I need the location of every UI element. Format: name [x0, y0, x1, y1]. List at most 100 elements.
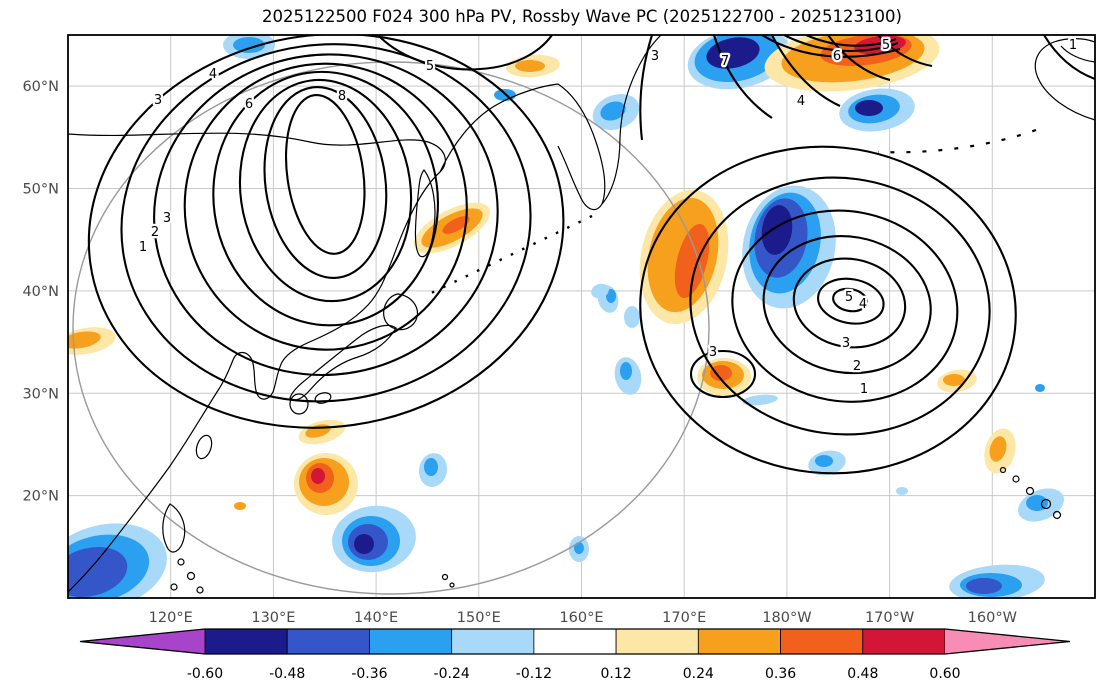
- coastline: [383, 293, 418, 331]
- negative-anomaly-fill: [761, 205, 793, 255]
- x-axis-tick-label: 140°E: [354, 610, 398, 626]
- y-axis-tick-label: 50°N: [22, 182, 59, 198]
- colorbar-tick-label: -0.12: [516, 666, 552, 682]
- y-axis-tick-label: 40°N: [22, 284, 59, 300]
- coastline: [1060, 45, 1095, 63]
- negative-anomaly-fill: [896, 487, 908, 495]
- negative-anomaly-fill: [706, 37, 760, 69]
- coastline: [877, 128, 1037, 154]
- contour-label: 3: [842, 336, 850, 351]
- contour-line: [712, 35, 773, 119]
- negative-anomaly-fill: [600, 101, 626, 121]
- contour-label: 5: [882, 38, 890, 53]
- positive-anomaly-fill: [943, 374, 965, 386]
- contour-line: [183, 62, 468, 351]
- negative-anomaly-fill: [424, 458, 438, 476]
- contour-line: [827, 35, 891, 82]
- colorbar-tick-label: 0.24: [683, 666, 714, 682]
- coastline: [1052, 510, 1062, 520]
- coastline: [289, 393, 309, 415]
- negative-anomaly-fill: [742, 394, 778, 406]
- plot-frame: [67, 34, 1096, 599]
- negative-anomaly-fill: [574, 542, 584, 554]
- contour-label: 3: [163, 211, 171, 226]
- negative-anomaly-fill: [354, 534, 374, 554]
- colorbar-segment: [697, 628, 781, 655]
- positive-anomaly-fill: [311, 468, 325, 484]
- positive-anomaly-fill: [442, 216, 470, 234]
- colorbar-outline: [79, 628, 1071, 655]
- colorbar-segment: [533, 628, 617, 655]
- x-axis-tick-label: 150°E: [457, 610, 501, 626]
- coastline: [170, 583, 178, 591]
- contour-label: 3: [651, 49, 659, 64]
- contour-label: 1: [1069, 38, 1077, 53]
- grid-layer: [68, 35, 1095, 598]
- negative-anomaly-fill: [855, 100, 883, 116]
- x-axis-tick-label: 160°W: [968, 610, 1017, 626]
- coastline: [186, 571, 196, 581]
- x-axis-tick-label: 170°W: [865, 610, 914, 626]
- colorbar-tick-label: -0.24: [434, 666, 470, 682]
- negative-anomaly-fill: [68, 546, 128, 598]
- x-axis-tick-label: 170°E: [662, 610, 706, 626]
- colorbar-tick-label: -0.60: [187, 666, 223, 682]
- contour-line: [263, 86, 388, 279]
- contour-line: [153, 53, 499, 377]
- negative-anomaly-fill: [815, 455, 833, 467]
- colorbar-tick-label: -0.48: [269, 666, 305, 682]
- contour-label: 6: [245, 97, 253, 112]
- contour-label: 2: [853, 359, 861, 374]
- contour-line: [689, 349, 757, 399]
- positive-anomaly-fill: [515, 60, 545, 72]
- x-axis-tick-label: 180°W: [762, 610, 811, 626]
- contour-label: 4: [797, 94, 805, 109]
- contour-label: 5: [845, 290, 853, 305]
- colorbar-segment: [451, 628, 535, 655]
- contour-layer: [87, 35, 1095, 475]
- contour-line: [120, 43, 532, 403]
- positive-anomaly-fill: [989, 436, 1007, 462]
- coastline: [441, 573, 449, 581]
- y-axis-tick-label: 30°N: [22, 386, 59, 402]
- axis-label-layer: 120°E 130°E 140°E 150°E 160°E 170°E 180°W 170°W…: [22, 79, 1016, 626]
- coastline: [1034, 38, 1095, 121]
- coastline: [439, 83, 606, 211]
- positive-anomaly-fill: [68, 331, 101, 349]
- x-axis-tick-label: 130°E: [251, 610, 295, 626]
- coastline: [414, 169, 436, 258]
- contour-label: 8: [338, 89, 346, 104]
- coastline: [999, 466, 1007, 474]
- colorbar-segment: [369, 628, 453, 655]
- y-axis-tick-label: 60°N: [22, 79, 59, 95]
- colorbar-over-arrow: [945, 629, 1070, 654]
- colorbar-tick-label: -0.36: [351, 666, 387, 682]
- contour-line: [639, 145, 1017, 475]
- y-axis-tick-label: 20°N: [22, 489, 59, 505]
- colorbar-segment: [204, 628, 288, 655]
- coastline: [289, 324, 397, 401]
- domain-circle-outline: [72, 61, 710, 595]
- contour-line: [805, 35, 897, 47]
- colorbar-segment: [862, 628, 946, 655]
- contour-line: [832, 287, 868, 313]
- coastline-layer: [68, 35, 1095, 594]
- coastline: [195, 434, 213, 460]
- contour-line: [877, 35, 933, 68]
- negative-anomaly-fill: [233, 37, 265, 53]
- negative-anomaly-fill: [624, 306, 640, 328]
- contour-label: 4: [209, 67, 217, 82]
- contour-line: [762, 234, 932, 375]
- colorbar-segment: [780, 628, 864, 655]
- negative-anomaly-fill: [591, 283, 609, 299]
- contour-line: [1043, 35, 1095, 80]
- colorbar-tick-label: 0.12: [601, 666, 632, 682]
- contour-label: 3: [709, 345, 717, 360]
- colorbar-segment: [615, 628, 699, 655]
- contour-line: [212, 70, 439, 327]
- contour-label: 3: [154, 93, 162, 108]
- contour-line: [783, 35, 899, 52]
- coastline: [449, 582, 455, 588]
- contour-label: 2: [151, 225, 159, 240]
